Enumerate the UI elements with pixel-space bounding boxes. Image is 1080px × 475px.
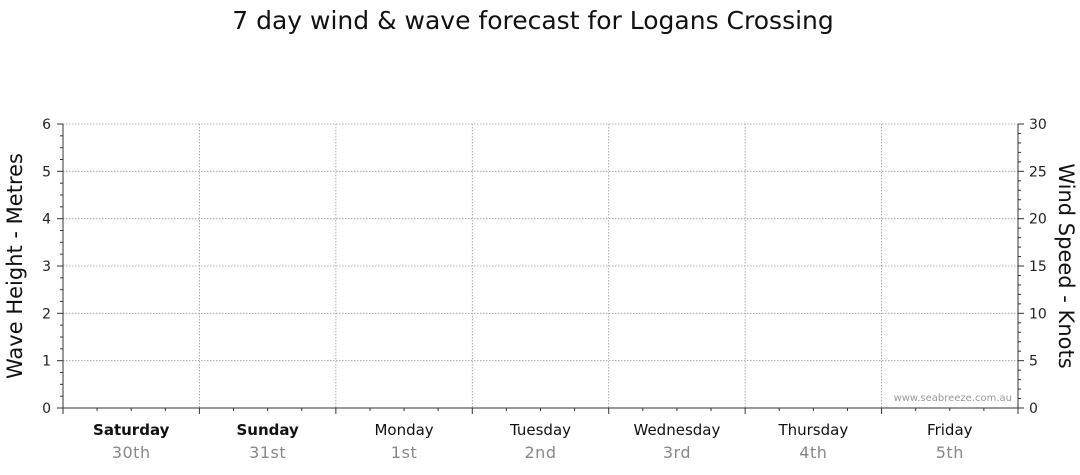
left-tick-label: 5 [42, 164, 51, 180]
left-axis-title: Wave Height - Metres [3, 153, 27, 379]
left-axis-ticks: 0 1 2 3 4 5 6 [42, 117, 63, 417]
day-date-label: 1st [391, 443, 417, 462]
left-tick-label: 2 [42, 306, 51, 322]
left-tick-label: 4 [42, 212, 51, 228]
day-name-label: Monday [374, 421, 433, 439]
left-tick-label: 0 [42, 401, 51, 417]
day-name-label: Thursday [777, 421, 848, 439]
right-tick-label: 10 [1029, 306, 1047, 322]
right-tick-label: 30 [1029, 117, 1047, 133]
day-date-label: 31st [249, 443, 286, 462]
grid [63, 123, 1019, 408]
day-labels: Saturday 30th Sunday 31st Monday 1st Tuesday 2n… [93, 421, 973, 462]
right-tick-label: 5 [1029, 354, 1038, 370]
left-tick-label: 3 [42, 259, 51, 275]
day-name-label: Wednesday [634, 421, 721, 439]
right-axis-ticks: 0 5 10 15 20 25 30 [1018, 117, 1047, 417]
day-name-label: Friday [927, 421, 973, 439]
watermark: www.seabreeze.com.au [894, 393, 1012, 404]
right-axis-title: Wind Speed - Knots [1054, 163, 1078, 368]
day-name-label: Saturday [93, 421, 170, 439]
day-name-label: Sunday [236, 421, 299, 439]
axes [62, 124, 1019, 414]
day-date-label: 2nd [525, 443, 557, 462]
right-tick-label: 0 [1029, 401, 1038, 417]
chart-title: 7 day wind & wave forecast for Logans Cr… [232, 6, 834, 35]
left-tick-label: 6 [42, 117, 51, 133]
left-tick-label: 1 [42, 354, 51, 370]
right-tick-label: 20 [1029, 212, 1047, 228]
day-date-label: 3rd [663, 443, 691, 462]
right-tick-label: 15 [1029, 259, 1047, 275]
day-name-label: Tuesday [509, 421, 571, 439]
right-tick-label: 25 [1029, 164, 1047, 180]
day-date-label: 5th [936, 443, 964, 462]
day-date-label: 30th [112, 443, 151, 462]
day-date-label: 4th [799, 443, 827, 462]
